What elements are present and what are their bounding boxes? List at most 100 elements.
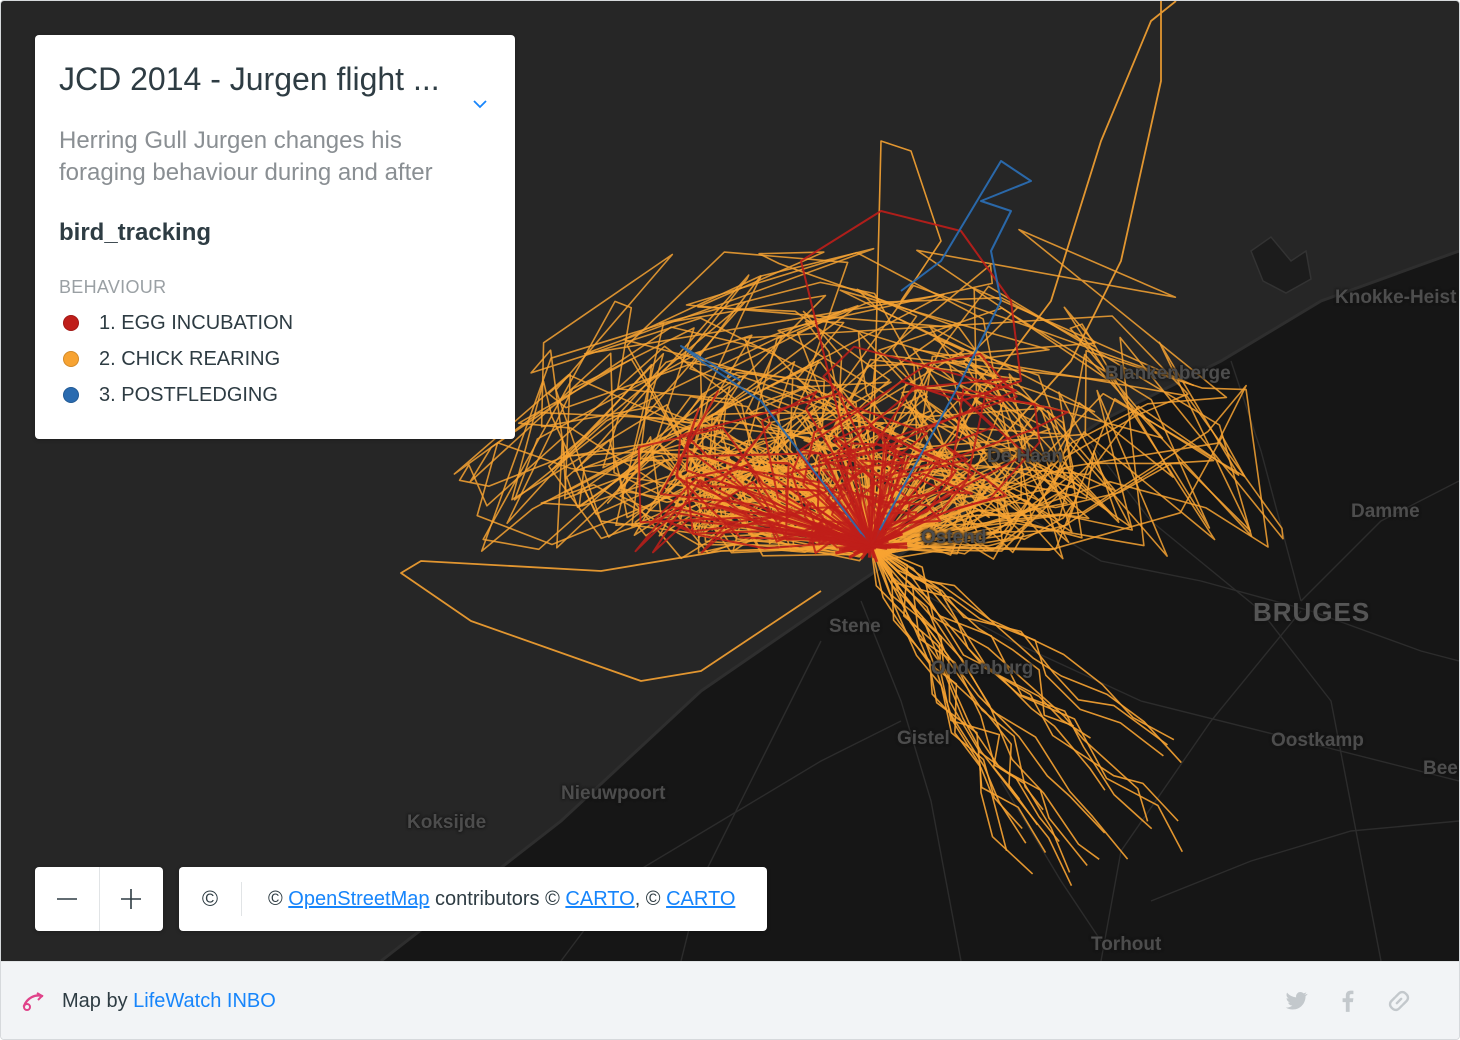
attribution-toggle[interactable]: © bbox=[179, 882, 242, 916]
track-chick-rearing bbox=[870, 140, 942, 547]
osm-link[interactable]: OpenStreetMap bbox=[288, 887, 430, 910]
track-chick-rearing bbox=[870, 545, 1106, 791]
place-label: Ostend bbox=[921, 527, 987, 548]
track-egg-incubation bbox=[870, 442, 957, 547]
twitter-icon[interactable] bbox=[1283, 988, 1309, 1014]
track-egg-incubation bbox=[685, 436, 872, 555]
place-label: BRUGES bbox=[1253, 597, 1371, 627]
map-by-label: Map by bbox=[62, 990, 134, 1012]
place-label: Beernem bbox=[1423, 758, 1459, 779]
track-chick-rearing bbox=[870, 545, 1088, 867]
track-chick-rearing bbox=[400, 545, 872, 682]
legend-item-postfledging: 3. POSTFLEDGING bbox=[59, 384, 491, 406]
track-chick-rearing bbox=[540, 253, 872, 547]
track-chick-rearing bbox=[870, 545, 1027, 844]
track-chick-rearing bbox=[583, 247, 945, 547]
track-chick-rearing bbox=[870, 545, 1060, 843]
track-chick-rearing bbox=[793, 320, 924, 547]
map-description: Herring Gull Jurgen changes his foraging… bbox=[59, 127, 433, 186]
place-label: Knokke-Heist bbox=[1335, 287, 1457, 308]
place-label: Damme bbox=[1351, 501, 1420, 522]
place-label: Gistel bbox=[897, 728, 950, 749]
track-egg-incubation bbox=[800, 210, 1022, 547]
map-canvas[interactable]: Knokke-Heist Blankenberge De Haan Damme … bbox=[1, 1, 1459, 961]
land-area bbox=[381, 251, 1459, 961]
track-egg-incubation bbox=[869, 532, 878, 547]
track-chick-rearing bbox=[870, 545, 1021, 800]
attribution-text: © OpenStreetMap contributors © CARTO, © … bbox=[242, 888, 735, 911]
legend-item-chick-rearing: 2. CHICK REARING bbox=[59, 348, 491, 370]
attribution-middle: contributors © bbox=[429, 887, 566, 910]
place-label: Nieuwpoort bbox=[561, 783, 666, 804]
carto-logo-icon[interactable] bbox=[21, 990, 45, 1012]
legend-item-egg-incubation: 1. EGG INCUBATION bbox=[59, 312, 491, 334]
track-postfledging bbox=[680, 345, 872, 547]
chevron-down-icon[interactable] bbox=[473, 97, 487, 111]
legend-item-label: 1. EGG INCUBATION bbox=[99, 311, 294, 334]
place-label: De Haan bbox=[987, 446, 1064, 467]
track-egg-incubation bbox=[870, 544, 908, 549]
track-chick-rearing bbox=[870, 451, 1070, 552]
flight-tracks bbox=[400, 1, 1284, 887]
track-chick-rearing bbox=[870, 545, 1179, 822]
track-chick-rearing bbox=[870, 349, 1269, 556]
attribution: © © OpenStreetMap contributors © CARTO, … bbox=[179, 867, 767, 931]
place-label: Oostkamp bbox=[1271, 730, 1364, 751]
track-chick-rearing bbox=[870, 306, 1216, 561]
track-egg-incubation bbox=[761, 390, 873, 548]
legend-swatch bbox=[63, 351, 79, 367]
track-chick-rearing bbox=[870, 545, 1047, 854]
track-chick-rearing bbox=[870, 1, 1177, 547]
track-chick-rearing bbox=[870, 398, 1215, 550]
track-chick-rearing bbox=[870, 545, 1074, 727]
zoom-out-button[interactable] bbox=[35, 867, 99, 931]
track-egg-incubation bbox=[847, 533, 872, 548]
carto-link[interactable]: CARTO bbox=[565, 887, 635, 910]
attribution-sep: , © bbox=[634, 887, 667, 910]
track-postfledging bbox=[870, 160, 1032, 547]
track-chick-rearing bbox=[870, 545, 1008, 852]
track-chick-rearing bbox=[517, 358, 872, 547]
zoom-in-button[interactable] bbox=[100, 867, 164, 931]
track-chick-rearing bbox=[870, 545, 1184, 853]
zoom-control bbox=[35, 867, 163, 931]
place-label: Koksijde bbox=[407, 812, 487, 833]
basemap bbox=[380, 1, 1459, 961]
attribution-prefix: © bbox=[268, 887, 289, 910]
footer: Map by LifeWatch INBO bbox=[1, 961, 1459, 1039]
author-link[interactable]: LifeWatch INBO bbox=[133, 990, 276, 1012]
zoom-divider bbox=[98, 867, 100, 931]
legend-swatch bbox=[63, 315, 79, 331]
link-icon[interactable] bbox=[1386, 988, 1412, 1014]
track-chick-rearing bbox=[870, 450, 1120, 555]
track-egg-incubation bbox=[822, 345, 1018, 547]
place-label: Torhout bbox=[1091, 934, 1162, 955]
legend-heading: BEHAVIOUR bbox=[59, 277, 167, 297]
harbour bbox=[1250, 235, 1312, 294]
map-by: Map by LifeWatch INBO bbox=[62, 990, 276, 1013]
track-chick-rearing bbox=[870, 545, 1182, 764]
track-egg-incubation bbox=[870, 388, 1069, 547]
track-egg-incubation bbox=[659, 390, 872, 547]
track-chick-rearing bbox=[870, 341, 1252, 552]
track-chick-rearing bbox=[870, 545, 1071, 873]
place-label: Blankenberge bbox=[1105, 363, 1231, 384]
legend-item-label: 2. CHICK REARING bbox=[99, 347, 281, 370]
track-chick-rearing bbox=[870, 373, 1168, 557]
place-label: Stene bbox=[829, 616, 881, 637]
plus-icon bbox=[121, 889, 142, 909]
track-chick-rearing bbox=[870, 467, 1011, 555]
minus-icon bbox=[56, 898, 77, 900]
track-chick-rearing bbox=[870, 545, 1153, 830]
carto-link[interactable]: CARTO bbox=[666, 887, 736, 910]
legend-panel: JCD 2014 - Jurgen flight ... Herring Gul… bbox=[35, 35, 515, 439]
legend-item-label: 3. POSTFLEDGING bbox=[99, 383, 278, 406]
legend-swatch bbox=[63, 387, 79, 403]
layer-name: bird_tracking bbox=[59, 219, 212, 246]
place-label: Oudenburg bbox=[931, 658, 1034, 679]
facebook-icon[interactable] bbox=[1335, 988, 1361, 1014]
track-chick-rearing bbox=[870, 545, 1091, 739]
track-egg-incubation bbox=[816, 444, 877, 547]
track-egg-incubation bbox=[637, 426, 872, 547]
